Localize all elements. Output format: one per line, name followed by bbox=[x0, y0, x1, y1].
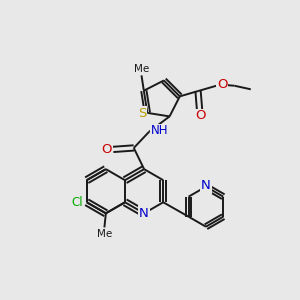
Text: N: N bbox=[201, 179, 211, 192]
Text: Me: Me bbox=[97, 229, 112, 239]
Text: Cl: Cl bbox=[71, 196, 83, 209]
Text: Me: Me bbox=[134, 64, 150, 74]
Text: NH: NH bbox=[151, 124, 168, 137]
Text: N: N bbox=[139, 207, 149, 220]
Text: O: O bbox=[195, 109, 206, 122]
Text: O: O bbox=[217, 78, 227, 92]
Text: O: O bbox=[101, 143, 112, 156]
Text: S: S bbox=[138, 107, 146, 120]
